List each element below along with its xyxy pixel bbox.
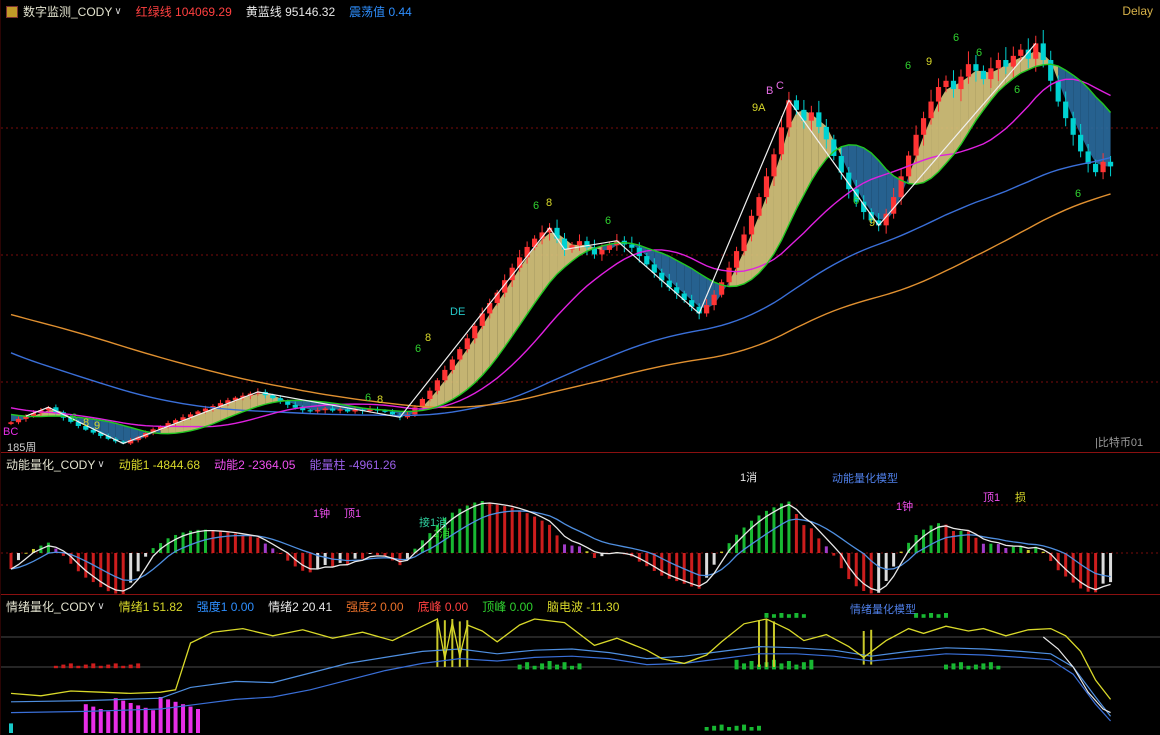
wave-bc-label: BC: [3, 426, 19, 438]
indicator-field: 强度1 0.00: [196, 600, 255, 614]
indicator-field: 红绿线 104069.29: [135, 5, 232, 19]
svg-text:情绪量化模型: 情绪量化模型: [850, 602, 916, 616]
svg-text:8: 8: [546, 197, 552, 209]
svg-text:8: 8: [425, 332, 431, 344]
app-icon: [6, 5, 18, 18]
indicator-field: 动能2 -2364.05: [214, 458, 296, 472]
momentum-header-fields: 动能1 -4844.68 动能2 -2364.05 能量柱 -4961.26: [119, 456, 397, 473]
panel-separator: [1, 452, 1160, 453]
svg-text:顶1: 顶1: [983, 491, 1000, 504]
svg-text:顶1: 顶1: [344, 507, 361, 520]
svg-text:1钟: 1钟: [313, 506, 330, 520]
indicator-selector-sentiment[interactable]: 情绪量化_CODY ∨: [6, 598, 105, 615]
svg-text:9: 9: [94, 420, 100, 432]
svg-text:接1消: 接1消: [419, 515, 447, 529]
indicator-field: 情绪1 51.82: [118, 600, 183, 614]
svg-text:1钟: 1钟: [896, 499, 913, 513]
indicator-selector-momentum[interactable]: 动能量化_CODY ∨: [6, 456, 105, 473]
indicator-field: 情绪2 20.41: [268, 600, 333, 614]
sentiment-header: 情绪量化_CODY ∨ 情绪1 51.82 强度1 0.00 情绪2 20.41 强度…: [1, 598, 1160, 615]
svg-text:6: 6: [1014, 84, 1020, 96]
main-chart-header: 数字监测_CODY ∨ 红绿线 104069.29 黄蓝线 95146.32 震荡值…: [1, 3, 1160, 20]
indicator-field: 黄蓝线 95146.32: [245, 5, 336, 19]
svg-text:1消: 1消: [740, 470, 757, 484]
svg-text:6: 6: [365, 392, 371, 404]
svg-text:6: 6: [605, 215, 611, 227]
indicator-title-momentum: 动能量化_CODY: [6, 458, 96, 472]
chevron-down-icon: ∨: [114, 5, 122, 17]
svg-text:6: 6: [853, 195, 859, 207]
chevron-down-icon: ∨: [97, 600, 105, 612]
svg-text:损: 损: [1015, 490, 1026, 504]
indicator-field: 底峰 0.00: [417, 600, 469, 614]
momentum-header: 动能量化_CODY ∨ 动能1 -4844.68 动能2 -2364.05 能量柱 …: [1, 456, 1160, 473]
indicator-field: 脑电波 -11.30: [546, 600, 620, 614]
indicator-field: 能量柱 -4961.26: [309, 458, 397, 472]
indicator-field: 顶峰 0.00: [482, 600, 533, 614]
sentiment-header-fields: 情绪1 51.82 强度1 0.00 情绪2 20.41 强度2 0.00 底峰 0.0…: [119, 598, 620, 615]
indicator-field: 强度2 0.00: [346, 600, 404, 614]
svg-text:B: B: [766, 85, 773, 97]
svg-text:6: 6: [953, 32, 959, 44]
indicator-field: 震荡值 0.44: [349, 5, 412, 19]
svg-text:6: 6: [415, 343, 421, 355]
svg-text:动能量化模型: 动能量化模型: [832, 471, 898, 485]
svg-text:C: C: [776, 80, 784, 92]
indicator-title-sentiment: 情绪量化_CODY: [6, 600, 96, 614]
instrument-watermark: |比特币01: [1095, 437, 1144, 449]
indicator-title-main: 数字监测_CODY: [23, 5, 113, 19]
chevron-down-icon: ∨: [97, 458, 105, 470]
indicator-selector-main[interactable]: 数字监测_CODY ∨: [6, 3, 122, 20]
svg-text:1消: 1消: [433, 526, 450, 540]
svg-text:6: 6: [533, 200, 539, 212]
period-watermark: 185周: [7, 442, 37, 454]
svg-text:DE: DE: [450, 306, 465, 318]
svg-text:6: 6: [905, 60, 911, 72]
main-header-fields: 红绿线 104069.29 黄蓝线 95146.32 震荡值 0.44: [136, 3, 412, 20]
svg-text:6: 6: [71, 412, 77, 424]
svg-text:9: 9: [869, 217, 875, 229]
indicator-field: 动能1 -4844.68: [118, 458, 201, 472]
svg-text:8: 8: [377, 394, 383, 406]
svg-text:8: 8: [83, 417, 89, 429]
svg-text:6: 6: [1075, 188, 1081, 200]
delay-badge: Delay: [1122, 4, 1153, 18]
panel-separator: [1, 594, 1160, 595]
sentiment-chart-canvas[interactable]: 情绪量化模型: [1, 595, 1160, 735]
svg-text:9A: 9A: [752, 102, 766, 114]
svg-text:6: 6: [976, 47, 982, 59]
svg-text:9: 9: [926, 56, 932, 68]
